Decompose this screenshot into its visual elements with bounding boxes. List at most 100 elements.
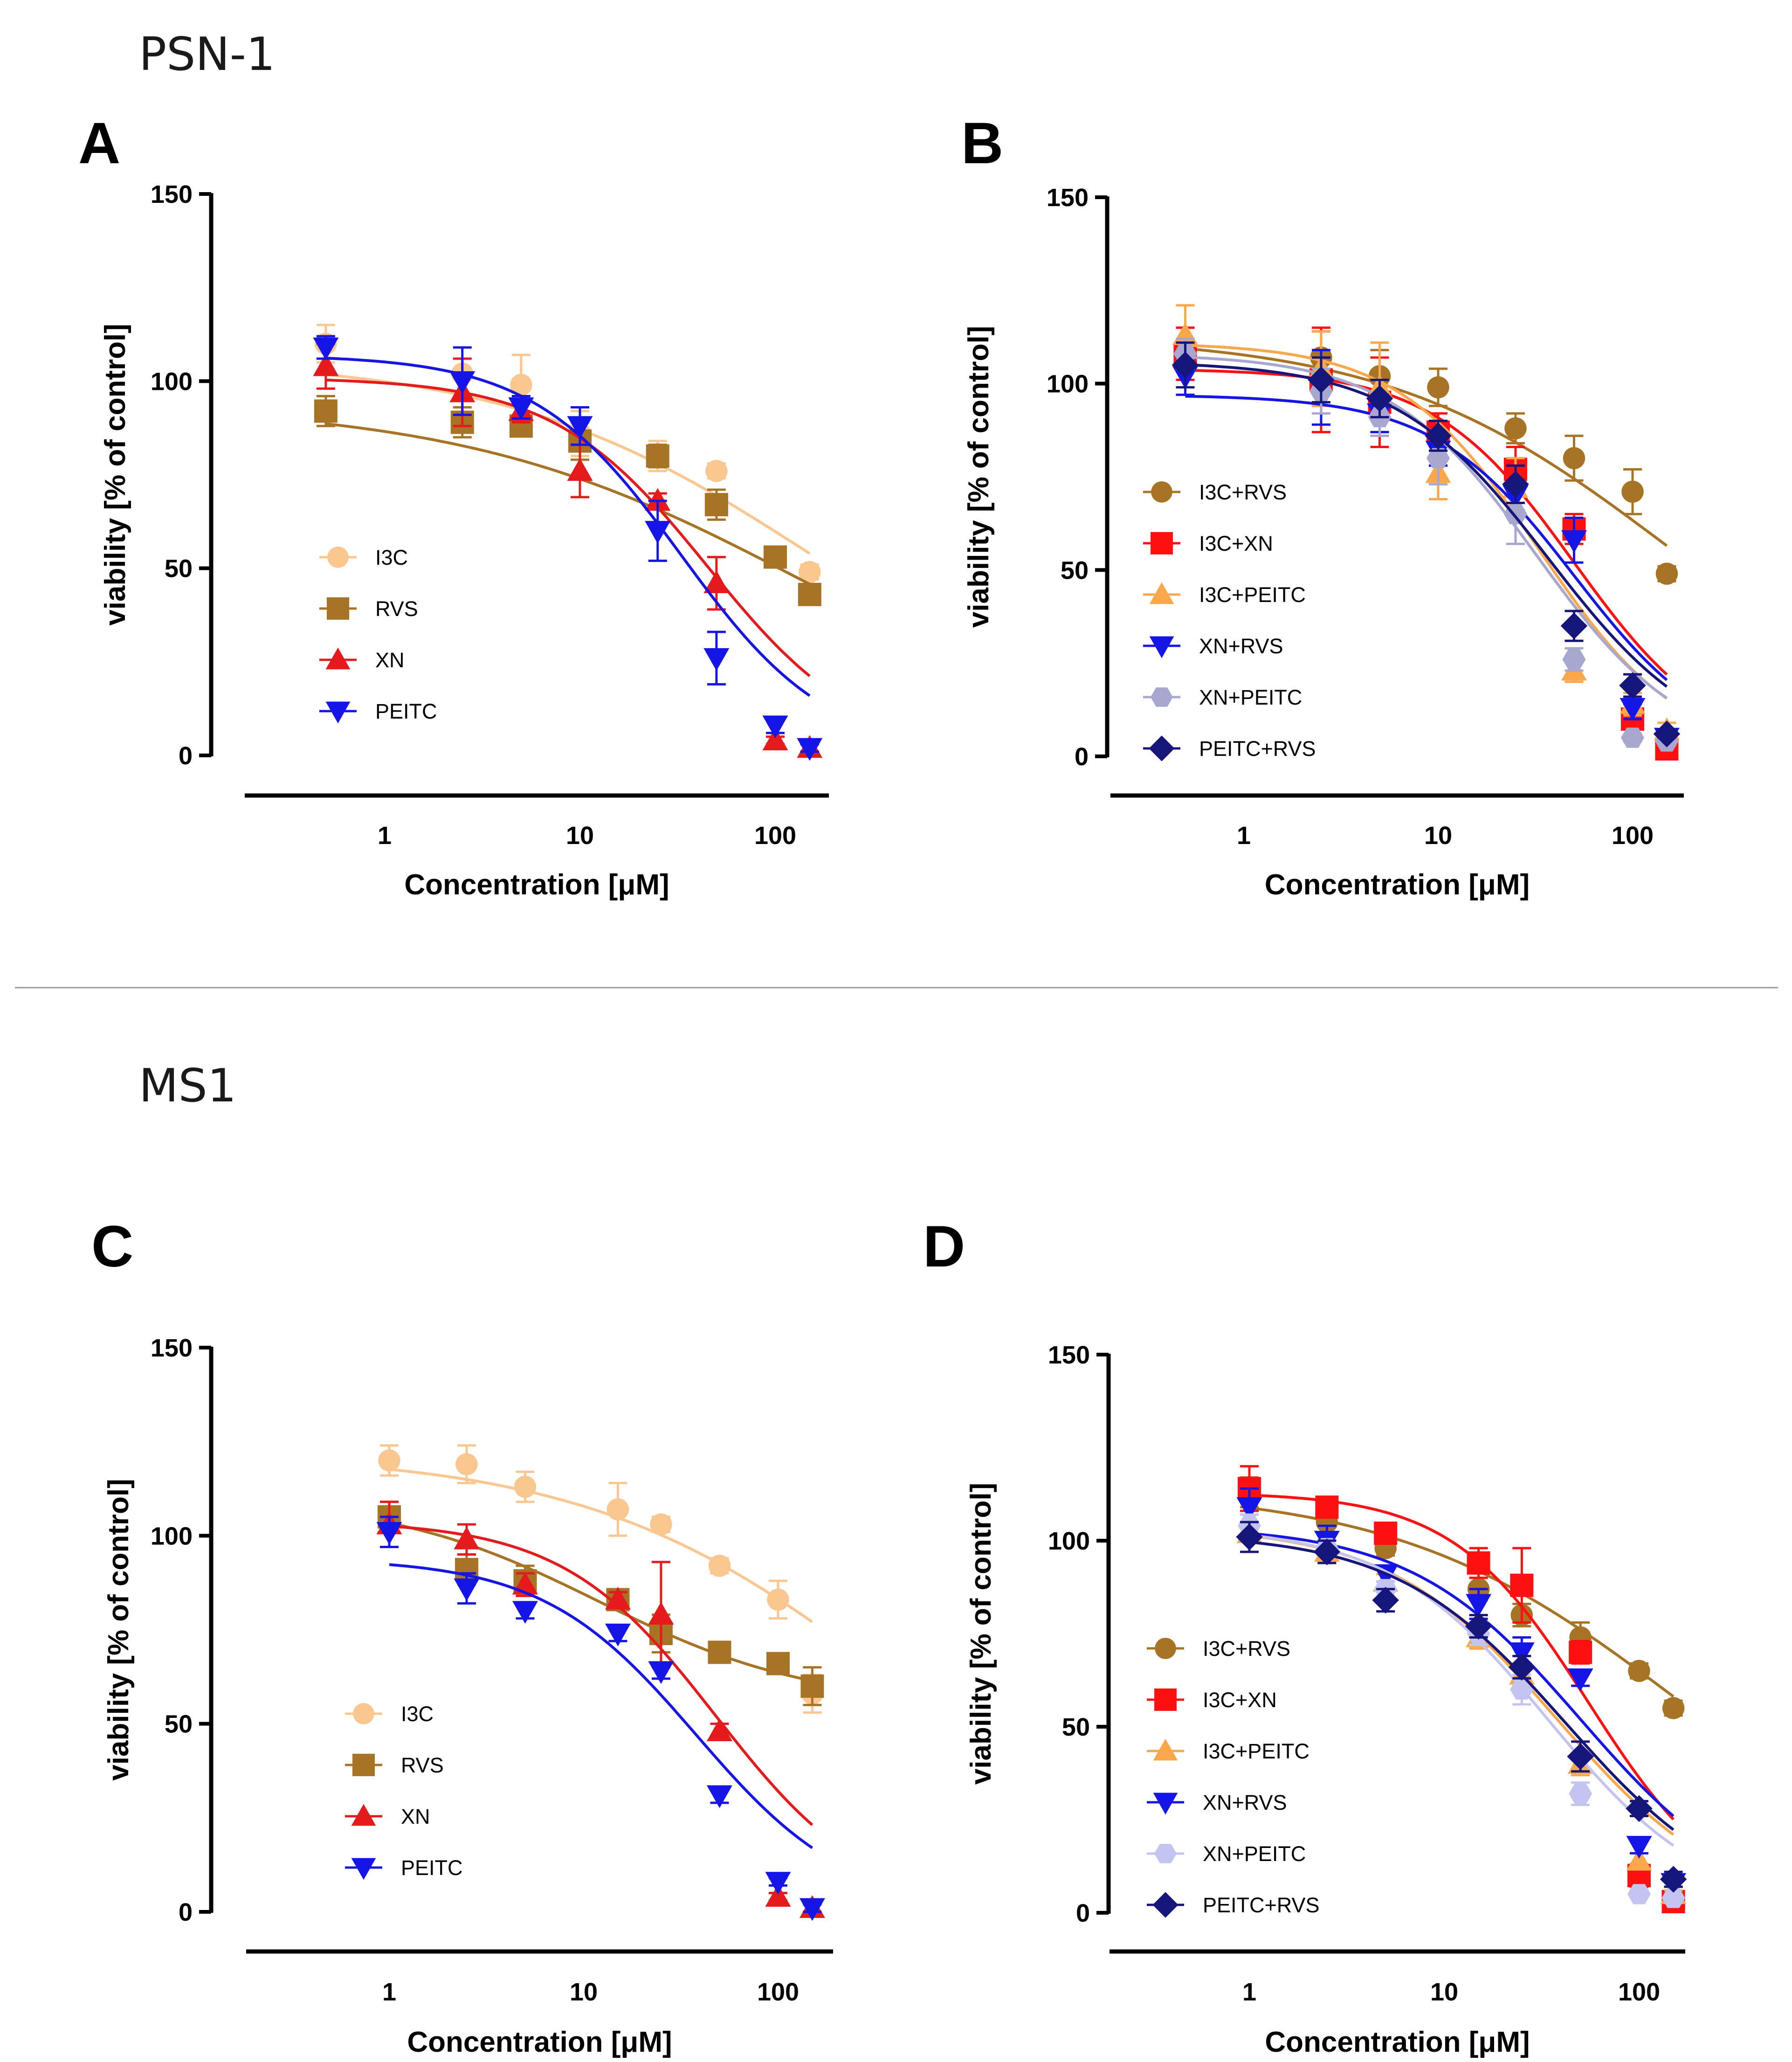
panel-c-legend-item-peitc: PEITC (345, 1856, 463, 1880)
panel-c-x-tick-label-2: 100 (757, 1978, 799, 2006)
panel-a-point-rvs-4 (646, 444, 669, 468)
panel-d-legend-item-peitc-rvs: PEITC+RVS (1147, 1892, 1320, 1918)
panel-c-legend-marker-i3c (353, 1703, 374, 1724)
panel-d-legend-item-i3c-rvs: I3C+RVS (1147, 1637, 1290, 1661)
panel-d-point-i3c-xn-1 (1315, 1495, 1339, 1519)
panel-b-y-axis-label: viability [% of control] (963, 326, 995, 628)
panel-d-point-xn-peitc-6 (1627, 1884, 1651, 1904)
panel-a-point-xn-0 (313, 353, 339, 376)
panel-b-legend-label-i3c-xn: I3C+XN (1199, 532, 1273, 555)
panel-b-point-i3c-rvs-6 (1621, 480, 1644, 503)
panel-b-legend-label-xn-rvs: XN+RVS (1199, 634, 1283, 658)
panel-b-legend-item-i3c-rvs: I3C+RVS (1143, 480, 1287, 504)
panel-d-point-xn-rvs-4 (1509, 1642, 1535, 1665)
panel-d-point-peitc-rvs-7 (1660, 1866, 1687, 1893)
panel-b-point-i3c-rvs-5 (1563, 447, 1585, 470)
panel-b-point-peitc-rvs-0 (1172, 351, 1199, 379)
panel-letter-d: D (923, 1214, 965, 1279)
panel-a-legend-item-rvs: RVS (319, 597, 418, 621)
panel-b-point-xn-rvs-5 (1561, 530, 1587, 553)
panel-d-point-xn-rvs-5 (1567, 1668, 1593, 1691)
panel-d-point-peitc-rvs-5 (1567, 1743, 1594, 1770)
panel-c-point-xn-3 (605, 1586, 631, 1610)
panel-a-y-tick-label-150: 150 (151, 180, 193, 208)
panel-d-legend-marker-i3c-peitc (1153, 1738, 1178, 1761)
panel-b-legend-label-xn-peitc: XN+PEITC (1199, 685, 1302, 709)
panel-d-point-xn-rvs-0 (1236, 1497, 1262, 1520)
panel-b-fit-curve-peitc-rvs (1185, 363, 1668, 688)
panel-d-legend-item-i3c-peitc: I3C+PEITC (1147, 1738, 1310, 1763)
panel-a-legend-label-peitc: PEITC (375, 699, 437, 723)
panel-a-y-axis-label: viability [% of control] (99, 324, 131, 626)
panel-c-x-axis-label: Concentration [μM] (407, 2026, 672, 2058)
panel-c-point-rvs-6 (766, 1652, 790, 1675)
panel-b-point-peitc-rvs-3 (1425, 422, 1452, 450)
panel-c-legend-label-i3c: I3C (401, 1702, 434, 1726)
panel-c-legend-label-peitc: PEITC (401, 1856, 463, 1880)
panel-c-series-peitc (376, 1515, 825, 1921)
panel-b-legend-item-peitc-rvs: PEITC+RVS (1143, 735, 1316, 761)
panel-b-series-peitc-rvs (1172, 341, 1681, 747)
panel-b-legend-marker-peitc-rvs (1149, 735, 1175, 761)
section-title-ms1: MS1 (139, 1059, 236, 1113)
section-title-psn1: PSN-1 (139, 28, 275, 81)
panel-a-point-rvs-6 (764, 545, 787, 569)
panel-c-y-tick-label-150: 150 (151, 1334, 193, 1362)
panel-b-fit-curve-i3c-rvs (1185, 347, 1668, 547)
panel-d-legend-marker-peitc-rvs (1152, 1892, 1179, 1918)
panel-d-legend-label-i3c-rvs: I3C+RVS (1203, 1637, 1290, 1661)
panel-c-point-i3c-0 (378, 1449, 400, 1472)
panel-c-chart: 0 50 100 150 1 10 100 Concentration [μM] viabili… (103, 1334, 833, 2058)
panel-b-legend-item-i3c-peitc: I3C+PEITC (1143, 582, 1306, 607)
panel-d-point-peitc-rvs-1 (1313, 1538, 1341, 1565)
panel-c-point-i3c-1 (455, 1453, 478, 1475)
panel-d-legend-marker-i3c-xn (1154, 1688, 1177, 1711)
panel-c-point-xn-6 (765, 1884, 791, 1907)
panel-a-point-xn-4 (645, 488, 671, 511)
panel-a-point-peitc-1 (449, 371, 476, 394)
panel-b-point-peitc-rvs-5 (1560, 612, 1588, 639)
panel-b-legend-item-xn-peitc: XN+PEITC (1143, 685, 1302, 709)
panel-d-point-peitc-rvs-6 (1626, 1795, 1653, 1822)
panel-d-legend: I3C+RVS I3C+XN I3C+PEITC XN+RVS XN+PEITC PEIT… (1147, 1637, 1320, 1918)
panel-a-x-tick-label-2: 100 (754, 822, 796, 850)
panel-c-legend-label-xn: XN (401, 1805, 430, 1828)
panel-c-point-peitc-0 (376, 1522, 402, 1545)
panel-c-point-i3c-2 (514, 1475, 537, 1498)
panel-d-legend-marker-i3c-rvs (1155, 1638, 1176, 1659)
panel-c-point-peitc-3 (605, 1623, 631, 1647)
panel-c-legend-item-i3c: I3C (345, 1702, 434, 1726)
panel-a-point-xn-6 (762, 727, 788, 751)
panel-c-fit-curve-i3c (389, 1468, 813, 1623)
panel-d-point-i3c-xn-4 (1510, 1573, 1534, 1597)
panel-b-legend-marker-i3c-xn (1151, 532, 1173, 554)
panel-a-legend-item-peitc: PEITC (319, 699, 437, 724)
panel-c-point-xn-5 (706, 1718, 732, 1742)
panel-c-point-peitc-1 (454, 1578, 480, 1601)
panel-d-legend-label-xn-rvs: XN+RVS (1203, 1791, 1287, 1814)
panel-c-point-peitc-5 (706, 1785, 732, 1808)
panel-a-point-peitc-4 (645, 521, 671, 544)
panel-d-point-i3c-xn-2 (1374, 1522, 1398, 1545)
panel-b-point-i3c-rvs-3 (1427, 376, 1449, 399)
panel-c-point-i3c-4 (650, 1513, 672, 1536)
panel-b-y-tick-label-50: 50 (1061, 556, 1089, 584)
panel-a-fit-curve-xn (325, 379, 811, 678)
panel-a-legend-marker-peitc (325, 701, 351, 724)
panel-d-point-peitc-rvs-3 (1465, 1612, 1492, 1640)
panel-letter-c: C (91, 1214, 133, 1279)
panel-c-point-rvs-5 (708, 1640, 731, 1664)
panel-c-legend-marker-rvs (352, 1754, 375, 1776)
panel-d-point-i3c-peitc-6 (1626, 1847, 1652, 1871)
panel-b-legend-marker-i3c-peitc (1149, 582, 1174, 604)
panel-a-point-peitc-2 (508, 397, 534, 421)
panel-d-point-xn-peitc-4 (1510, 1679, 1534, 1700)
panel-d-legend-label-i3c-peitc: I3C+PEITC (1203, 1739, 1310, 1763)
panel-c-fit-curve-xn (389, 1524, 813, 1826)
panel-c-y-tick-label-50: 50 (165, 1710, 193, 1738)
panel-c-point-peitc-4 (648, 1661, 674, 1684)
panel-b-legend-item-i3c-xn: I3C+XN (1143, 532, 1273, 555)
panel-letter-b: B (961, 111, 1003, 176)
panel-a-point-rvs-5 (704, 493, 728, 517)
panel-a-fit-curve-rvs (325, 422, 811, 586)
